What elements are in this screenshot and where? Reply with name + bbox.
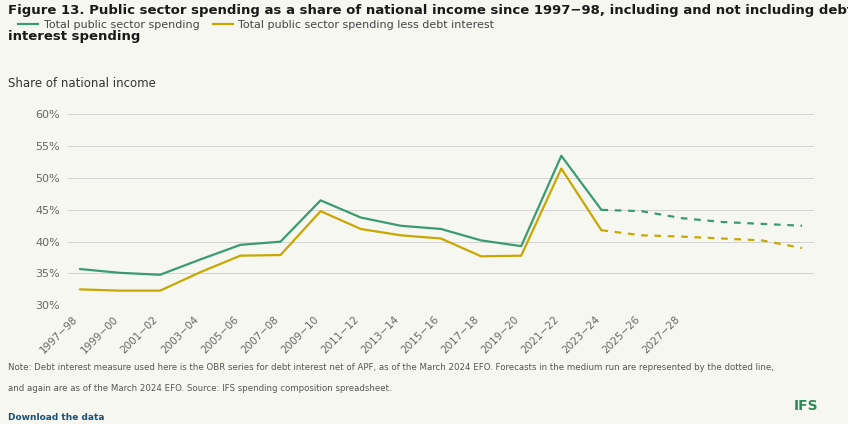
Legend: Total public sector spending, Total public sector spending less debt interest: Total public sector spending, Total publ… <box>14 16 499 35</box>
Text: IFS: IFS <box>794 399 818 413</box>
Text: Share of national income: Share of national income <box>8 77 156 90</box>
Text: Download the data: Download the data <box>8 413 105 422</box>
Text: Figure 13. Public sector spending as a share of national income since 1997−98, i: Figure 13. Public sector spending as a s… <box>8 4 848 17</box>
Text: and again are as of the March 2024 EFO. Source: IFS spending composition spreads: and again are as of the March 2024 EFO. … <box>8 384 392 393</box>
Text: Note: Debt interest measure used here is the OBR series for debt interest net of: Note: Debt interest measure used here is… <box>8 363 774 371</box>
Text: interest spending: interest spending <box>8 30 141 43</box>
